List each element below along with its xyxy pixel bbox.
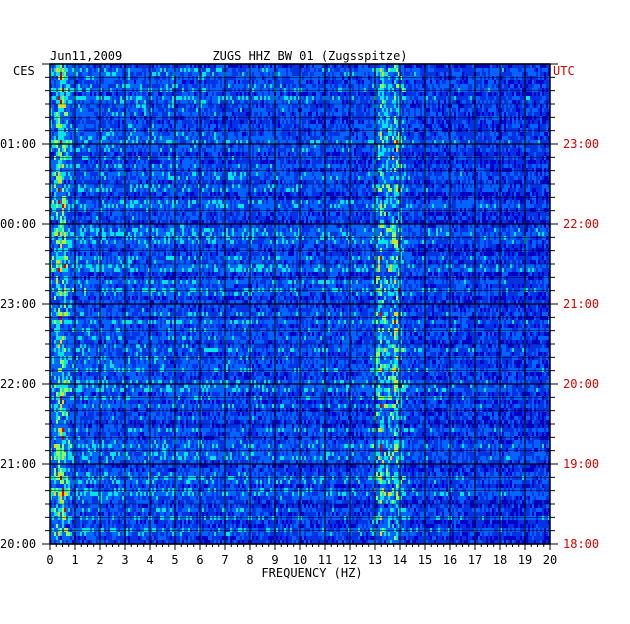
x-tick-label: 20 [543, 553, 557, 567]
left-tick-label: 22:00 [0, 377, 36, 391]
x-tick-label: 1 [71, 553, 78, 567]
x-tick-label: 10 [293, 553, 307, 567]
x-tick-label: 11 [318, 553, 332, 567]
x-tick-label: 6 [196, 553, 203, 567]
right-tick-label: 18:00 [563, 537, 599, 551]
right-tick-label: 22:00 [563, 217, 599, 231]
x-tick-label: 9 [271, 553, 278, 567]
x-tick-label: 12 [343, 553, 357, 567]
right-tick-label: 20:00 [563, 377, 599, 391]
x-tick-label: 14 [393, 553, 407, 567]
right-tick-label: 19:00 [563, 457, 599, 471]
left-tick-label: 20:00 [0, 537, 36, 551]
grid-lines [49, 63, 551, 545]
x-tick-label: 18 [493, 553, 507, 567]
left-axis-title: CES [13, 64, 35, 78]
x-tick-label: 13 [368, 553, 382, 567]
chart-date: Jun11,2009 [50, 49, 122, 63]
x-tick-label: 5 [171, 553, 178, 567]
x-tick-label: 2 [96, 553, 103, 567]
left-tick-label: 01:00 [0, 137, 36, 151]
x-tick-label: 8 [246, 553, 253, 567]
right-time-ticks: 23:00 22:00 21:00 20:00 19:00 18:00 [550, 63, 599, 551]
x-tick-label: 16 [443, 553, 457, 567]
x-tick-label: 17 [468, 553, 482, 567]
left-tick-label: 00:00 [0, 217, 36, 231]
right-tick-label: 23:00 [563, 137, 599, 151]
x-ticks: 0 1 2 3 4 5 6 7 8 9 10 11 12 13 14 15 16 17 18 19 20 [46, 544, 557, 567]
chart-title: ZUGS HHZ BW 01 (Zugsspitze) [212, 49, 407, 63]
x-tick-label: 3 [121, 553, 128, 567]
x-tick-label: 4 [146, 553, 153, 567]
left-time-ticks: 01:00 00:00 23:00 22:00 21:00 20:00 [0, 63, 50, 551]
right-axis-title: UTC [553, 64, 575, 78]
spectrogram-texture [50, 64, 550, 544]
x-tick-label: 19 [518, 553, 532, 567]
x-tick-label: 15 [418, 553, 432, 567]
left-tick-label: 21:00 [0, 457, 36, 471]
right-tick-label: 21:00 [563, 297, 599, 311]
x-tick-label: 7 [221, 553, 228, 567]
left-tick-label: 23:00 [0, 297, 36, 311]
x-axis-label: FREQUENCY (HZ) [261, 566, 362, 580]
x-tick-label: 0 [46, 553, 53, 567]
